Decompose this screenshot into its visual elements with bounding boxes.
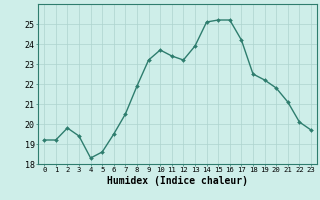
X-axis label: Humidex (Indice chaleur): Humidex (Indice chaleur): [107, 176, 248, 186]
